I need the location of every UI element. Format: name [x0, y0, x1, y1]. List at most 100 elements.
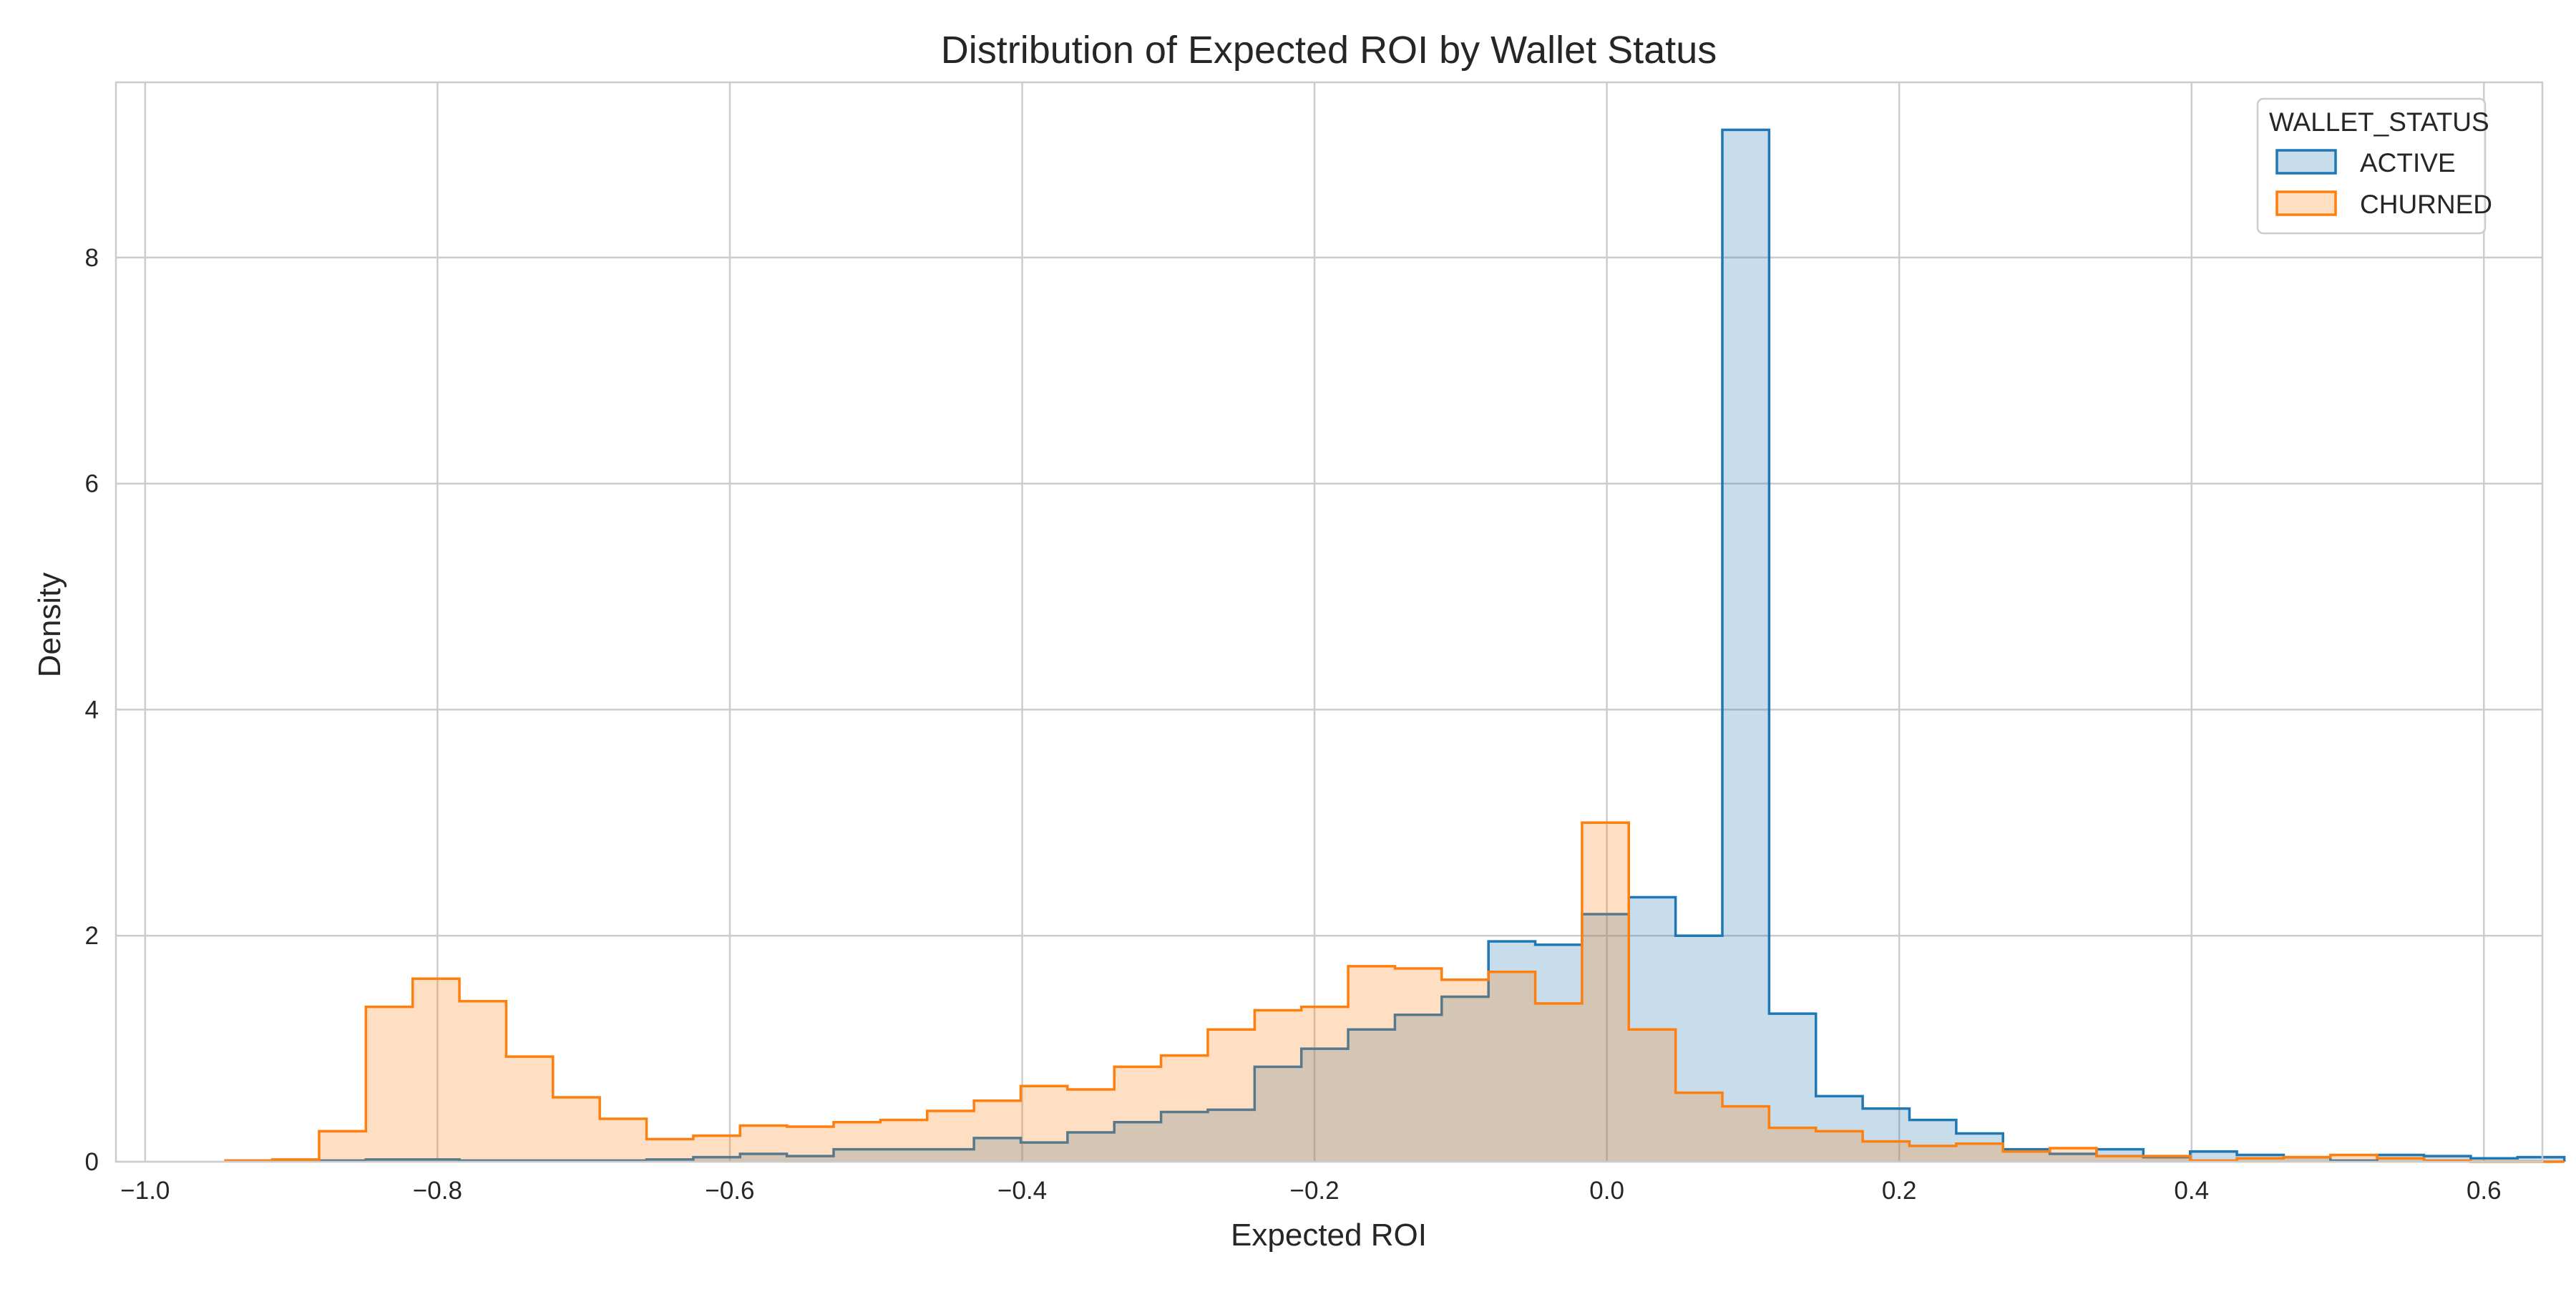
histogram-bar	[974, 1100, 1021, 1162]
histogram-bar	[740, 1153, 787, 1162]
histogram-bar	[1020, 1142, 1068, 1162]
histogram-bar	[2237, 1158, 2284, 1162]
x-tick-label: 0.0	[1589, 1177, 1624, 1205]
histogram-bar	[1863, 1108, 1910, 1162]
histogram-bar	[927, 1149, 975, 1162]
histogram-bar	[786, 1127, 834, 1162]
histogram-bar	[693, 1135, 741, 1162]
histogram-bar	[600, 1118, 647, 1162]
histogram-bar	[2424, 1156, 2471, 1162]
histogram-bar	[1815, 1096, 1863, 1162]
histogram-bar	[1488, 971, 1536, 1162]
legend-title: WALLET_STATUS	[2269, 107, 2489, 137]
histogram-bar	[927, 1110, 975, 1162]
histogram-bar	[2049, 1148, 2097, 1162]
series-outline	[224, 128, 2566, 1162]
histogram-bar	[1207, 1109, 1255, 1162]
bars-layer	[224, 128, 2566, 1163]
histogram-bar	[459, 1001, 507, 1162]
x-axis-label: Expected ROI	[1231, 1218, 1427, 1253]
y-tick-label: 4	[85, 696, 99, 724]
histogram-bar	[1909, 1119, 1956, 1162]
histogram-bar	[880, 1119, 927, 1162]
y-tick-label: 2	[85, 922, 99, 950]
histogram-bar	[1629, 1029, 1676, 1162]
legend-box	[2256, 97, 2487, 235]
x-tick-label: −0.4	[997, 1177, 1047, 1205]
histogram-bar	[1254, 1010, 1302, 1162]
histogram-bar	[412, 978, 460, 1162]
histogram-bar	[1441, 979, 1489, 1162]
histogram-bar	[693, 1157, 741, 1162]
histogram-bar	[2096, 1156, 2144, 1162]
legend-swatch-churned	[2275, 190, 2337, 216]
histogram-bar	[1675, 1092, 1723, 1162]
histogram-bar	[1909, 1145, 1956, 1162]
histogram-bar	[1114, 1122, 1161, 1162]
x-tick-label: 0.6	[2467, 1177, 2502, 1205]
histogram-bar	[1581, 914, 1629, 1162]
histogram-bar	[1395, 968, 1442, 1162]
histogram-bar	[366, 1006, 413, 1162]
histogram-bar	[1348, 966, 1395, 1162]
histogram-bar	[2003, 1151, 2050, 1162]
histogram-bar	[2377, 1158, 2424, 1162]
histogram-bar	[2283, 1157, 2331, 1162]
histogram-bar	[646, 1139, 693, 1162]
histogram-bar	[1488, 941, 1536, 1162]
histogram-bar	[974, 1137, 1021, 1162]
histogram-bar	[318, 1131, 366, 1162]
y-tick-label: 0	[85, 1148, 99, 1176]
histogram-bar	[1254, 1067, 1302, 1162]
series-active	[224, 128, 2566, 1162]
histogram-bar	[2330, 1155, 2378, 1162]
histogram-bar	[786, 1156, 834, 1162]
series-outline	[224, 821, 2565, 1163]
y-tick-label: 8	[85, 244, 99, 272]
series-churned	[224, 821, 2565, 1163]
x-tick-label: −1.0	[120, 1177, 170, 1205]
histogram-bar	[1535, 1003, 1582, 1162]
histogram-bar	[2143, 1157, 2190, 1162]
x-tick-label: −0.8	[413, 1177, 462, 1205]
histogram-bar	[880, 1149, 927, 1162]
histogram-bar	[1161, 1055, 1208, 1162]
histogram-bar	[1956, 1133, 2004, 1162]
histogram-bar	[1067, 1089, 1115, 1162]
histogram-bar	[1956, 1143, 2004, 1162]
histogram-bar	[2049, 1153, 2097, 1162]
histogram-bar	[1114, 1067, 1161, 1162]
tick-labels: −1.0 −0.8 −0.6 −0.4 −0.2 0.0 0.2 0.4 0.6 0 2 4 6 8	[85, 244, 2502, 1205]
histogram-bar	[1207, 1029, 1255, 1162]
histogram-bar	[1769, 1014, 1816, 1162]
legend-label-churned: CHURNED	[2360, 190, 2492, 219]
histogram-bar	[740, 1125, 787, 1162]
histogram-bar	[2470, 1158, 2518, 1162]
legend-label-active: ACTIVE	[2360, 148, 2456, 178]
x-tick-label: −0.6	[705, 1177, 754, 1205]
histogram-bar	[506, 1057, 553, 1162]
x-tick-label: −0.2	[1290, 1177, 1340, 1205]
histogram-bar	[1395, 1014, 1442, 1162]
x-tick-label: 0.4	[2174, 1177, 2209, 1205]
chart-title: Distribution of Expected ROI by Wallet S…	[941, 29, 1717, 72]
histogram-bar	[1769, 1127, 1816, 1162]
histogram-bar	[1815, 1131, 1863, 1162]
histogram-bar	[2190, 1151, 2238, 1162]
histogram-bar	[834, 1149, 881, 1162]
histogram-bar	[1675, 936, 1723, 1162]
histogram-bar	[1722, 130, 1770, 1162]
legend-swatch-active	[2275, 149, 2337, 175]
histogram-bar	[1581, 822, 1629, 1162]
histogram-bar	[1441, 996, 1489, 1162]
plot-frame	[114, 81, 2544, 1163]
histogram-bar	[2283, 1157, 2331, 1162]
histogram-bar	[1301, 1006, 1349, 1162]
histogram-bar	[1535, 944, 1582, 1162]
histogram-bar	[1067, 1132, 1115, 1162]
histogram-bar	[1863, 1141, 1910, 1162]
y-axis-label: Density	[32, 573, 67, 678]
histogram-bar	[1301, 1049, 1349, 1162]
histogram-bar	[552, 1097, 600, 1162]
